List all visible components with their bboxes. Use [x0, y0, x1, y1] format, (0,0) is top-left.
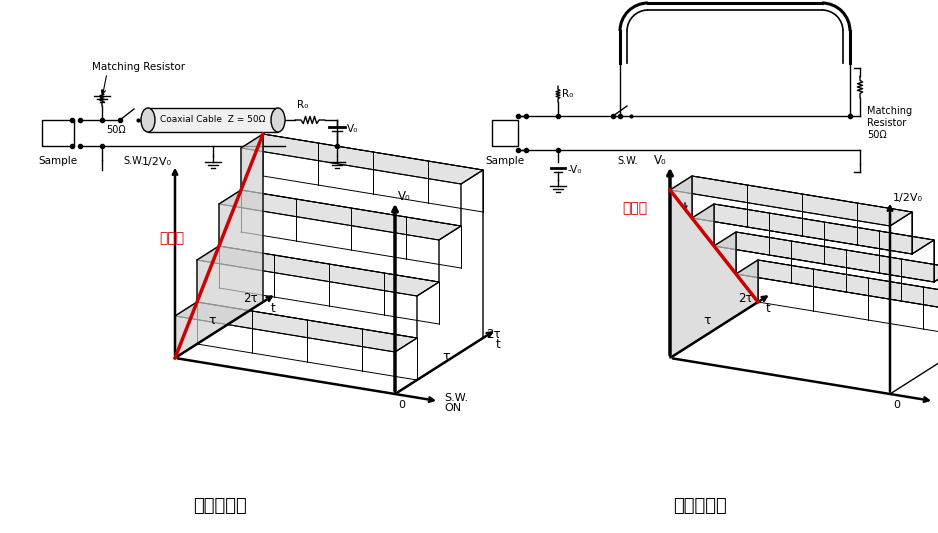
- Text: R₀: R₀: [297, 100, 309, 110]
- Text: 2τ: 2τ: [243, 293, 258, 305]
- Text: τ: τ: [208, 314, 216, 327]
- Text: Matching Resistor: Matching Resistor: [92, 62, 185, 72]
- Text: t: t: [496, 337, 501, 351]
- Text: 외부충전형: 외부충전형: [673, 497, 727, 515]
- Text: 2τ: 2τ: [738, 293, 753, 305]
- Text: R₀: R₀: [562, 89, 573, 99]
- Text: t: t: [271, 302, 276, 314]
- Bar: [148, 108, 278, 132]
- Polygon shape: [175, 302, 417, 352]
- Text: 1/2V₀: 1/2V₀: [142, 157, 172, 167]
- Polygon shape: [692, 204, 934, 254]
- Text: 1/2V₀: 1/2V₀: [893, 193, 923, 203]
- Text: V₀: V₀: [655, 154, 667, 167]
- Text: Sample: Sample: [486, 156, 524, 166]
- Text: S.W.: S.W.: [123, 156, 144, 166]
- Polygon shape: [175, 134, 263, 358]
- Polygon shape: [714, 232, 938, 282]
- Text: S.W.: S.W.: [444, 393, 468, 403]
- Text: Sample: Sample: [38, 156, 78, 166]
- Text: Matching
Resistor
50Ω: Matching Resistor 50Ω: [867, 106, 912, 140]
- Polygon shape: [736, 260, 938, 310]
- Text: 펄스폭: 펄스폭: [622, 201, 647, 215]
- Text: V₀: V₀: [347, 124, 358, 134]
- Text: τ: τ: [704, 314, 711, 327]
- Text: t: t: [765, 302, 771, 314]
- Text: 내부충전형: 내부충전형: [193, 497, 247, 515]
- Text: τ: τ: [937, 350, 938, 363]
- Ellipse shape: [141, 108, 155, 132]
- Text: 펄스폭: 펄스폭: [159, 231, 184, 245]
- Text: ON: ON: [444, 403, 461, 413]
- Text: V₀: V₀: [398, 190, 411, 203]
- Bar: [42, 120, 74, 146]
- Bar: [492, 120, 518, 146]
- Text: τ: τ: [442, 350, 449, 363]
- Text: 50Ω: 50Ω: [106, 125, 126, 135]
- Text: 0: 0: [398, 400, 405, 410]
- Polygon shape: [670, 176, 758, 358]
- Polygon shape: [219, 190, 461, 240]
- Text: 0: 0: [893, 400, 900, 410]
- Text: 2τ: 2τ: [486, 328, 501, 342]
- Text: -V₀: -V₀: [567, 165, 582, 175]
- Polygon shape: [197, 246, 439, 296]
- Polygon shape: [670, 176, 912, 226]
- Polygon shape: [241, 134, 483, 184]
- Text: S.W.: S.W.: [617, 156, 638, 166]
- Ellipse shape: [271, 108, 285, 132]
- Text: Coaxial Cable  Z = 50Ω: Coaxial Cable Z = 50Ω: [160, 115, 265, 124]
